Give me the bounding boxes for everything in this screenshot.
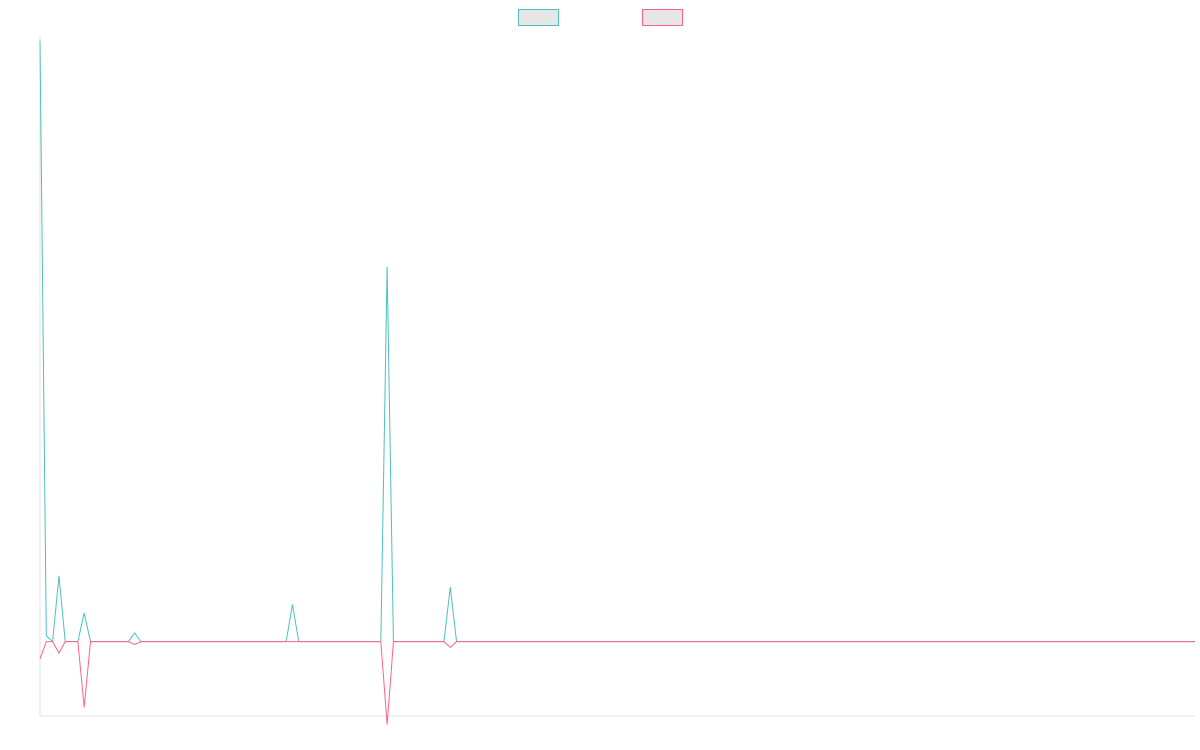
- legend-swatch-1[interactable]: [518, 9, 559, 26]
- series-2: [39, 641, 1195, 725]
- series-layer: [39, 40, 1195, 725]
- chart-axes: [39, 35, 1195, 717]
- series-1: [39, 40, 1195, 643]
- legend-swatch-2[interactable]: [642, 9, 683, 26]
- series-line-1: [39, 40, 1195, 643]
- series-line-2: [39, 641, 1195, 725]
- legend: [518, 9, 683, 26]
